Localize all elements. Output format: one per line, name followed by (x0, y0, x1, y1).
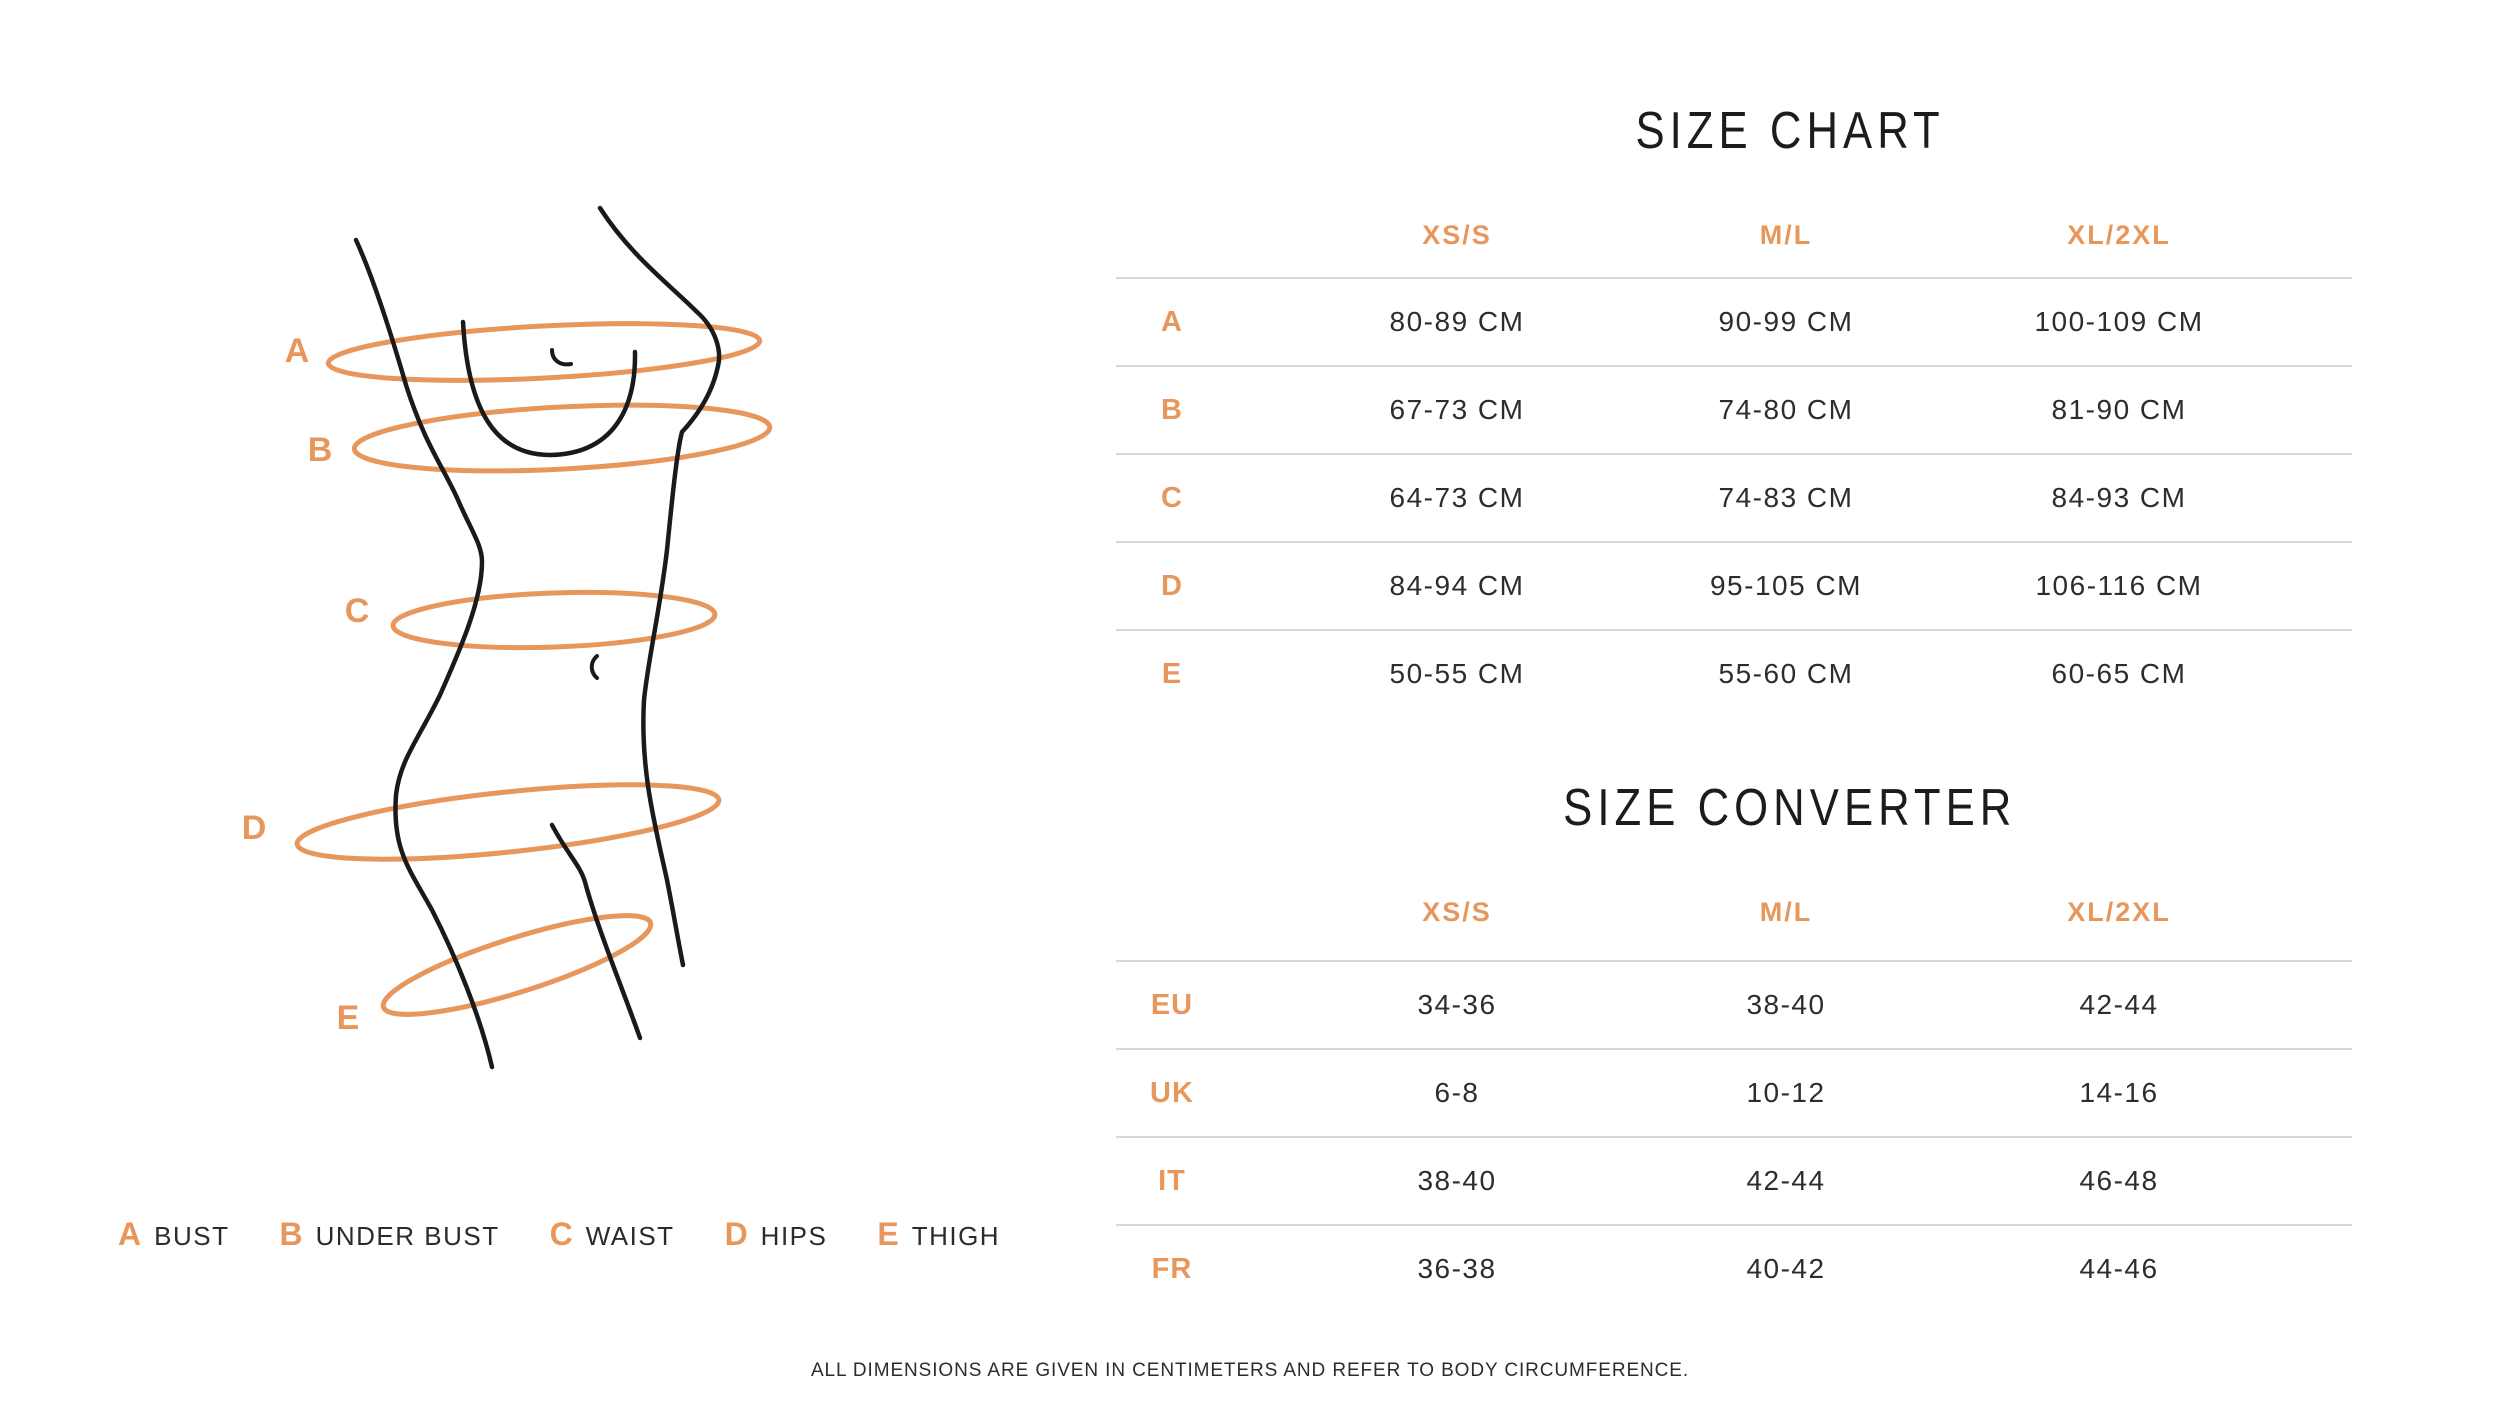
legend-key: E (877, 1216, 899, 1252)
measurement-ellipses (294, 321, 773, 1017)
row-value: 90-99 CM (1718, 306, 1854, 337)
figure-label-thigh: E (337, 999, 360, 1037)
row-value: 42-44 (2079, 989, 2159, 1020)
row-value: 74-83 CM (1718, 482, 1854, 513)
measurement-legend: A BUST B UNDER BUST C WAIST D HIPS E THI… (118, 1216, 1000, 1253)
row-value: 6-8 (1434, 1077, 1480, 1108)
row-label: EU (1150, 988, 1194, 1021)
row-value: 106-116 CM (2035, 570, 2203, 601)
size-chart-col-xl2xl: XL/2XL (2067, 219, 2171, 250)
row-value: 60-65 CM (2051, 658, 2187, 689)
legend-label: UNDER BUST (315, 1221, 500, 1251)
legend-item-underbust: B UNDER BUST (279, 1216, 499, 1253)
table-row: UK 6-8 10-12 14-16 (1116, 1048, 2352, 1136)
figure-label-waist: C (345, 592, 370, 630)
size-converter-header-row: XS/S M/L XL/2XL (1116, 888, 2352, 936)
size-converter-col-ml: M/L (1759, 896, 1813, 927)
table-row: EU 34-36 38-40 42-44 (1116, 960, 2352, 1048)
row-value: 84-93 CM (2051, 482, 2187, 513)
legend-item-thigh: E THIGH (877, 1216, 1000, 1253)
size-converter-col-xl2xl: XL/2XL (2067, 896, 2171, 927)
legend-item-hips: D HIPS (725, 1216, 828, 1253)
row-value: 36-38 (1417, 1253, 1497, 1284)
footer-note: ALL DIMENSIONS ARE GIVEN IN CENTIMETERS … (810, 1360, 1690, 1381)
row-value: 67-73 CM (1389, 394, 1525, 425)
table-row: A 80-89 CM 90-99 CM 100-109 CM (1116, 277, 2352, 365)
legend-label: HIPS (760, 1221, 828, 1251)
row-value: 46-48 (2079, 1165, 2159, 1196)
bust-ellipse (325, 321, 763, 383)
size-chart-title: SIZE CHART (1228, 101, 2352, 161)
size-chart-title-text: SIZE CHART (1635, 102, 1945, 160)
row-value: 38-40 (1746, 989, 1826, 1020)
row-value: 40-42 (1746, 1253, 1826, 1284)
size-chart-col-ml: M/L (1759, 219, 1813, 250)
size-converter-col-xss: XS/S (1422, 896, 1492, 927)
legend-item-waist: C WAIST (550, 1216, 675, 1253)
table-row: IT 38-40 42-44 46-48 (1116, 1136, 2352, 1224)
row-label: IT (1158, 1164, 1186, 1197)
size-chart-header-row: XS/S M/L XL/2XL (1116, 211, 2352, 259)
legend-item-bust: A BUST (118, 1216, 229, 1253)
row-value: 42-44 (1746, 1165, 1826, 1196)
table-row: C 64-73 CM 74-83 CM 84-93 CM (1116, 453, 2352, 541)
body-right-contour (597, 205, 722, 968)
body-left-contour (353, 237, 495, 1070)
figure-labels: A B C D E (242, 332, 370, 1037)
row-value: 95-105 CM (1709, 570, 1862, 601)
row-value: 100-109 CM (2034, 306, 2204, 337)
row-value: 74-80 CM (1718, 394, 1854, 425)
body-measurement-figure: A B C D E (200, 170, 800, 1130)
row-value: 80-89 CM (1389, 306, 1525, 337)
legend-label: BUST (154, 1221, 230, 1251)
legend-key: C (549, 1216, 573, 1252)
row-label: C (1161, 481, 1183, 514)
hips-ellipse (294, 782, 722, 862)
waist-ellipse (390, 589, 718, 651)
row-value: 34-36 (1417, 989, 1497, 1020)
row-label: D (1161, 569, 1183, 602)
row-value: 14-16 (2079, 1077, 2159, 1108)
row-value: 64-73 CM (1389, 482, 1525, 513)
table-row: B 67-73 CM 74-80 CM 81-90 CM (1116, 365, 2352, 453)
navel-mark (589, 654, 599, 680)
breast-curve (460, 319, 638, 458)
size-chart-table: A 80-89 CM 90-99 CM 100-109 CM B 67-73 CM 74-8… (1116, 277, 2352, 717)
nipple-mark (550, 348, 573, 367)
body-figure-svg: A B C D E (242, 205, 773, 1070)
size-chart-col-xss: XS/S (1422, 219, 1492, 250)
table-row: E 50-55 CM 55-60 CM 60-65 CM (1116, 629, 2352, 717)
row-label: A (1161, 305, 1183, 338)
legend-key: B (279, 1216, 303, 1252)
legend-key: A (118, 1216, 142, 1252)
row-value: 44-46 (2079, 1253, 2159, 1284)
inner-thigh-line (549, 822, 643, 1041)
figure-label-underbust: B (308, 431, 333, 469)
legend-key: D (724, 1216, 748, 1252)
figure-label-bust: A (285, 332, 310, 370)
body-outline (353, 205, 722, 1070)
row-label: UK (1150, 1076, 1194, 1109)
row-value: 50-55 CM (1389, 658, 1525, 689)
size-tables-panel: SIZE CHART XS/S M/L XL/2XL A 80-89 CM 90-9… (1116, 0, 2352, 1312)
thigh-ellipse (380, 913, 654, 1017)
legend-label: THIGH (911, 1221, 1001, 1251)
row-label: FR (1151, 1252, 1193, 1285)
size-converter-title: SIZE CONVERTER (1228, 778, 2352, 838)
legend-label: WAIST (585, 1221, 675, 1251)
row-value: 38-40 (1417, 1165, 1497, 1196)
row-value: 10-12 (1746, 1077, 1826, 1108)
table-row: D 84-94 CM 95-105 CM 106-116 CM (1116, 541, 2352, 629)
row-value: 55-60 CM (1718, 658, 1854, 689)
row-label: B (1161, 393, 1183, 426)
size-converter-table: EU 34-36 38-40 42-44 UK 6-8 10-12 14-16 IT 38-40 4… (1116, 960, 2352, 1312)
row-value: 81-90 CM (2051, 394, 2187, 425)
table-row: FR 36-38 40-42 44-46 (1116, 1224, 2352, 1312)
row-value: 84-94 CM (1389, 570, 1525, 601)
size-converter-title-text: SIZE CONVERTER (1563, 779, 2017, 837)
underbust-ellipse (351, 402, 773, 474)
row-label: E (1161, 657, 1183, 690)
figure-label-hips: D (242, 809, 267, 847)
